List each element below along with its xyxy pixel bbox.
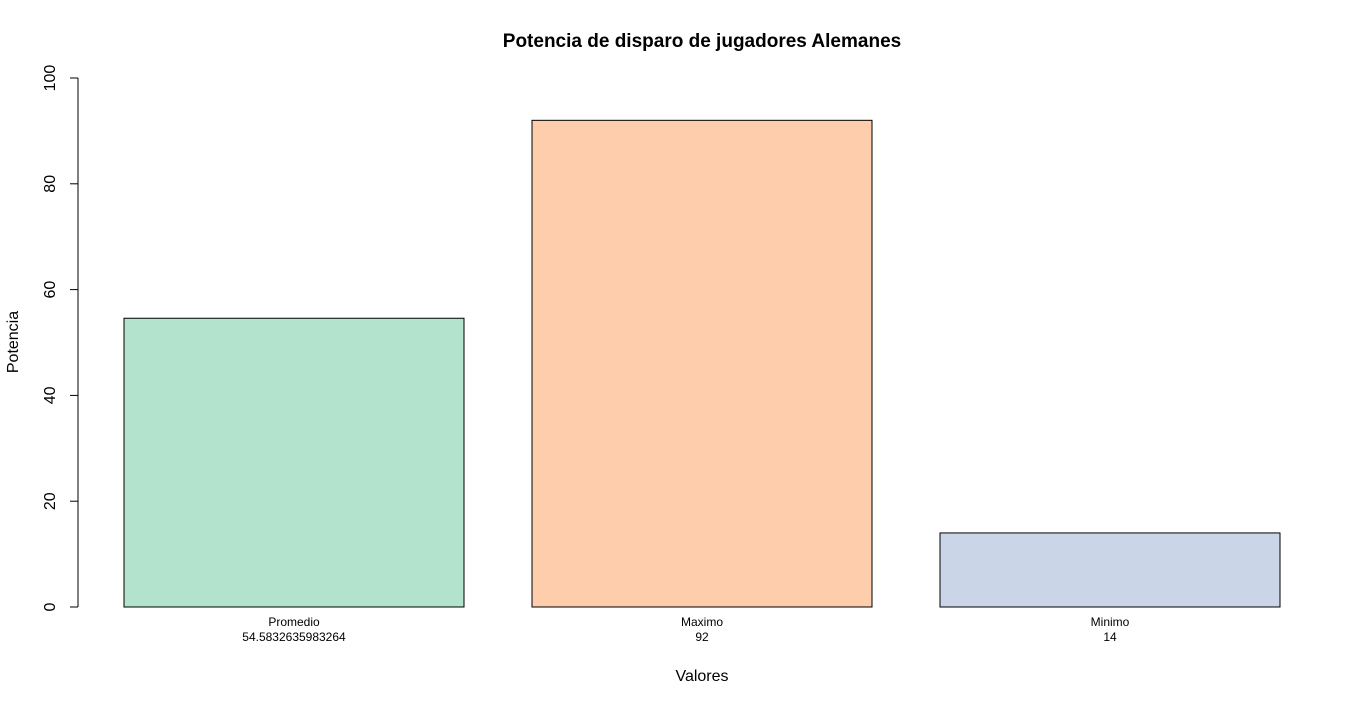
value-label: 14 <box>1103 630 1117 644</box>
category-label: Promedio <box>268 615 320 629</box>
category-label: Minimo <box>1091 615 1130 629</box>
bars <box>123 119 1281 608</box>
y-tick-label: 60 <box>42 281 59 299</box>
y-tick-label: 100 <box>42 65 59 92</box>
y-axis: 0 20 40 60 80 100 <box>42 65 79 611</box>
bar-promedio <box>123 317 465 608</box>
x-axis-label: Valores <box>675 668 728 685</box>
category-label: Maximo <box>681 615 723 629</box>
value-label: 54.5832635983264 <box>242 630 346 644</box>
y-tick-label: 80 <box>42 175 59 193</box>
value-label: 92 <box>695 630 709 644</box>
y-tick-label: 20 <box>42 492 59 510</box>
bar-maximo <box>531 119 873 608</box>
y-axis-label: Potencia <box>5 311 22 373</box>
bar-minimo <box>939 532 1281 608</box>
y-tick-label: 0 <box>42 602 59 611</box>
chart-title: Potencia de disparo de jugadores Alemane… <box>503 31 901 52</box>
y-tick-label: 40 <box>42 386 59 404</box>
